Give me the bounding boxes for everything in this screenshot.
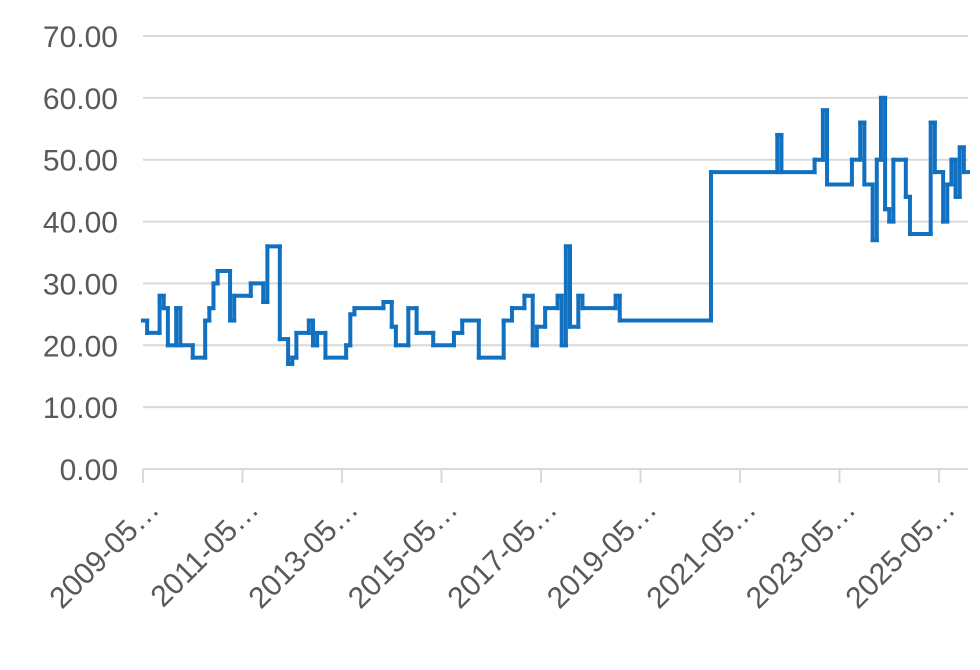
y-tick-label: 10.00	[43, 392, 118, 425]
y-tick-label: 40.00	[43, 207, 118, 240]
y-tick-label: 20.00	[43, 330, 118, 363]
x-tick-label: 2009-05…	[44, 493, 166, 615]
x-tick-label: 2025-05…	[840, 493, 962, 615]
y-tick-label: 50.00	[43, 145, 118, 178]
y-tick-label: 70.00	[43, 21, 118, 54]
y-tick-label: 30.00	[43, 268, 118, 301]
y-tick-label: 60.00	[43, 83, 118, 116]
y-tick-label: 0.00	[60, 454, 118, 487]
